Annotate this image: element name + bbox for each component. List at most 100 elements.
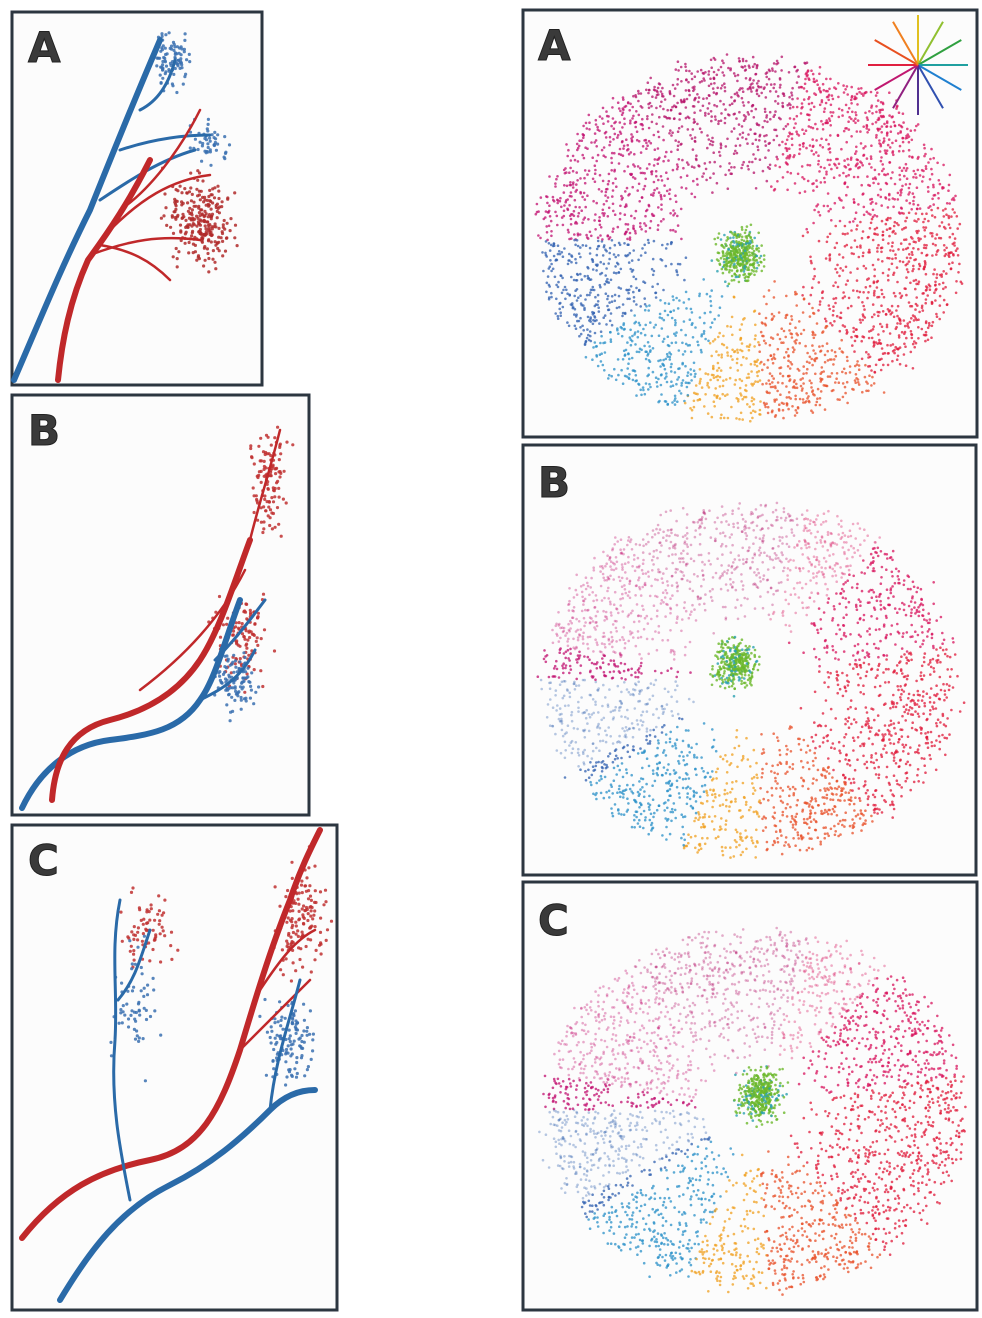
dot xyxy=(929,285,932,288)
dot xyxy=(729,172,732,175)
dot xyxy=(923,334,926,337)
dot xyxy=(910,208,913,211)
dot xyxy=(684,350,687,353)
dot xyxy=(711,259,714,262)
dot xyxy=(912,314,915,317)
dot xyxy=(628,289,631,292)
dot xyxy=(217,207,220,210)
dot xyxy=(898,334,901,337)
dot xyxy=(217,227,220,230)
dot xyxy=(599,273,602,276)
dot xyxy=(311,906,314,909)
dot xyxy=(853,350,856,353)
dot xyxy=(693,608,696,611)
dot xyxy=(689,318,692,321)
dot xyxy=(618,162,621,165)
dot xyxy=(647,239,650,242)
dot xyxy=(900,191,903,194)
dot xyxy=(726,572,729,575)
dot xyxy=(627,254,630,257)
dot xyxy=(950,215,953,218)
dot xyxy=(761,322,764,325)
dot xyxy=(916,304,919,307)
dot xyxy=(882,141,885,144)
dot xyxy=(777,95,780,98)
dot xyxy=(876,215,879,218)
dot xyxy=(838,197,841,200)
dot xyxy=(739,144,742,147)
dot xyxy=(738,123,741,126)
dot xyxy=(727,238,730,241)
dot xyxy=(215,149,218,152)
dot xyxy=(172,232,175,235)
dot xyxy=(923,229,926,232)
dot xyxy=(948,263,951,266)
dot xyxy=(813,275,816,278)
dot xyxy=(955,292,958,295)
dot xyxy=(856,130,859,133)
dot xyxy=(627,223,630,226)
dot xyxy=(769,118,772,121)
dot xyxy=(880,131,883,134)
dot xyxy=(686,174,689,177)
dot xyxy=(782,176,785,179)
dot xyxy=(812,334,815,337)
dot xyxy=(272,1048,275,1051)
dot xyxy=(727,417,730,420)
dot xyxy=(862,154,865,157)
dot xyxy=(644,185,647,188)
dot xyxy=(874,228,877,231)
dot xyxy=(915,176,918,179)
dot xyxy=(875,202,878,205)
dot xyxy=(837,134,840,137)
dot xyxy=(754,324,757,327)
dot xyxy=(162,911,165,914)
dot xyxy=(725,268,728,271)
dot xyxy=(644,324,647,327)
dot xyxy=(804,83,807,86)
dot xyxy=(747,133,750,136)
dot xyxy=(772,593,775,596)
dot xyxy=(740,337,743,340)
dot xyxy=(897,248,900,251)
dot xyxy=(915,258,918,261)
dot xyxy=(249,611,252,614)
dot xyxy=(757,149,760,152)
dot xyxy=(312,914,315,917)
dot xyxy=(864,316,867,319)
dot xyxy=(802,286,805,289)
dot xyxy=(877,194,880,197)
dot xyxy=(307,1065,310,1068)
dot xyxy=(693,406,696,409)
dot xyxy=(824,408,827,411)
dot xyxy=(808,78,811,81)
dot xyxy=(604,194,607,197)
dot xyxy=(856,290,859,293)
dot xyxy=(262,450,265,453)
dot xyxy=(869,227,872,230)
dot xyxy=(649,77,652,80)
dot xyxy=(197,222,200,225)
dot xyxy=(714,115,717,118)
dot xyxy=(692,180,695,183)
dot xyxy=(741,350,744,353)
dot xyxy=(692,336,695,339)
dot xyxy=(664,310,667,313)
dot xyxy=(838,108,841,111)
dot xyxy=(672,295,675,298)
dot xyxy=(906,167,909,170)
dot xyxy=(680,238,683,241)
dot xyxy=(901,185,904,188)
dot xyxy=(755,259,758,262)
dot xyxy=(148,959,151,962)
dot xyxy=(669,198,672,201)
dot xyxy=(899,363,902,366)
dot xyxy=(822,370,825,373)
dot xyxy=(229,229,232,232)
dot xyxy=(174,208,177,211)
dot xyxy=(836,398,839,401)
dot xyxy=(832,298,835,301)
dot xyxy=(643,244,646,247)
dot xyxy=(656,385,659,388)
dot xyxy=(733,263,736,266)
